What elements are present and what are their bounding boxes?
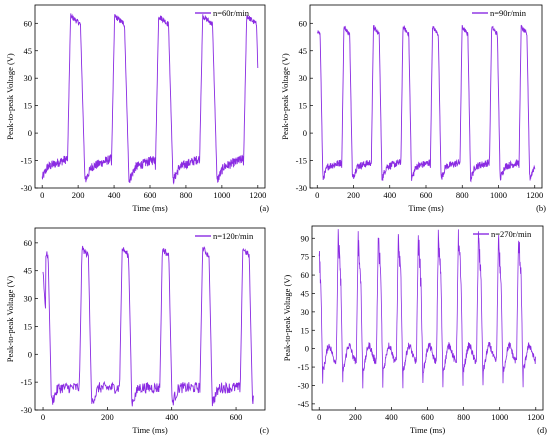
x-axis-label: Time (ms) xyxy=(132,425,168,435)
y-tick-label: 30 xyxy=(301,307,310,317)
legend-label: n=60r/min xyxy=(213,8,250,18)
x-tick-label: 200 xyxy=(347,190,360,200)
y-tick-label: 0 xyxy=(28,349,32,359)
legend: n=120r/min xyxy=(195,231,254,241)
y-tick-label: 15 xyxy=(299,101,308,111)
x-tick-label: 400 xyxy=(165,412,178,422)
x-tick-label: 0 xyxy=(40,190,44,200)
y-tick-label: -30 xyxy=(21,183,32,193)
plot-frame xyxy=(34,227,266,411)
x-tick-label: 400 xyxy=(108,190,121,200)
panel-c: 0 200 400 600 -30 -15 0 15 30 45 60 n=120r/min Tim… xyxy=(5,227,270,435)
y-tick-label: 15 xyxy=(24,101,33,111)
x-tick-label: 0 xyxy=(315,190,319,200)
x-tick-label: 1200 xyxy=(249,190,266,200)
legend-label: n=120r/min xyxy=(213,231,254,241)
panel-tag: (a) xyxy=(260,203,270,213)
x-tick-label: 800 xyxy=(456,190,469,200)
plot-frame xyxy=(311,225,544,411)
x-tick-label: 1200 xyxy=(526,190,543,200)
x-tick-label: 400 xyxy=(385,412,398,422)
y-axis-label: Peak-to-peak Voltage (V) xyxy=(282,275,292,362)
legend: n=270r/min xyxy=(473,229,532,239)
series-line xyxy=(318,229,537,389)
x-tick-label: 1000 xyxy=(213,190,230,200)
y-axis-label: Peak-to-peak Voltage (V) xyxy=(280,53,290,140)
x-tick-label: 200 xyxy=(72,190,85,200)
legend: n=60r/min xyxy=(195,8,250,18)
x-tick-label: 0 xyxy=(317,412,321,422)
series-line xyxy=(316,24,536,183)
legend: n=90r/min xyxy=(472,8,527,18)
x-tick-label: 200 xyxy=(101,412,114,422)
x-axis-label: Time (ms) xyxy=(408,203,444,213)
y-tick-label: 15 xyxy=(301,325,310,335)
y-tick-label: 0 xyxy=(303,128,307,138)
y-tick-label: 15 xyxy=(24,321,33,331)
y-tick-label: 30 xyxy=(299,73,308,83)
y-tick-label: -15 xyxy=(21,156,32,166)
x-tick-label: 1000 xyxy=(490,190,507,200)
x-tick-label: 600 xyxy=(421,412,434,422)
series-line xyxy=(42,245,254,407)
y-axis-label: Peak-to-peak Voltage (V) xyxy=(5,276,15,363)
x-tick-label: 600 xyxy=(420,190,433,200)
y-tick-label: 0 xyxy=(305,344,309,354)
panel-tag: (b) xyxy=(536,203,546,213)
y-tick-label: 45 xyxy=(301,288,310,298)
y-tick-label: 45 xyxy=(24,46,33,56)
y-tick-label: -30 xyxy=(296,183,307,193)
x-tick-label: 400 xyxy=(383,190,396,200)
x-tick-label: 0 xyxy=(41,412,45,422)
x-tick-label: 1200 xyxy=(527,412,544,422)
panel-d: 0 200 400 600 800 1000 1200 -45 -30 -15 0 15 30 45 60 7… xyxy=(282,225,547,435)
y-tick-label: 30 xyxy=(24,73,33,83)
x-tick-label: 1000 xyxy=(491,412,508,422)
x-axis-label: Time (ms) xyxy=(410,425,446,435)
x-tick-label: 600 xyxy=(230,412,243,422)
y-tick-label: -15 xyxy=(298,362,309,372)
ticks: 0 200 400 600 -30 -15 0 15 30 45 60 xyxy=(21,238,243,422)
panel-tag: (c) xyxy=(260,425,270,435)
panel-a: 0 200 400 600 800 1000 1200 -30 -15 0 15 30 45 60 n=6… xyxy=(5,4,270,213)
y-tick-label: 60 xyxy=(24,18,33,28)
x-axis-label: Time (ms) xyxy=(132,203,168,213)
x-tick-label: 800 xyxy=(457,412,470,422)
legend-label: n=90r/min xyxy=(490,8,527,18)
series-line xyxy=(41,13,259,185)
y-tick-label: 60 xyxy=(301,270,310,280)
panel-tag: (d) xyxy=(537,425,547,435)
y-tick-label: 60 xyxy=(24,238,33,248)
y-tick-label: -15 xyxy=(21,377,32,387)
y-tick-label: -15 xyxy=(296,156,307,166)
y-tick-label: 75 xyxy=(301,252,310,262)
x-tick-label: 200 xyxy=(349,412,362,422)
y-tick-label: 0 xyxy=(28,128,32,138)
x-tick-label: 600 xyxy=(144,190,157,200)
y-axis-label: Peak-to-peak Voltage (V) xyxy=(5,53,15,140)
legend-label: n=270r/min xyxy=(491,229,532,239)
y-tick-label: -30 xyxy=(21,405,32,415)
ticks: 0 200 400 600 800 1000 1200 -45 -30 -15 0 15 30 45 60 7… xyxy=(298,233,545,422)
panel-b: 0 200 400 600 800 1000 1200 -30 -15 0 15 30 45 60 n=9… xyxy=(280,4,546,213)
plot-frame xyxy=(309,4,543,189)
y-tick-label: 45 xyxy=(299,46,308,56)
ticks: 0 200 400 600 800 1000 1200 -30 -15 0 15 30 45 60 xyxy=(21,18,267,200)
ticks: 0 200 400 600 800 1000 1200 -30 -15 0 15 30 45 60 xyxy=(296,18,544,200)
y-tick-label: -45 xyxy=(298,399,309,409)
y-tick-label: 30 xyxy=(24,294,33,304)
x-tick-label: 800 xyxy=(180,190,193,200)
y-tick-label: 90 xyxy=(301,233,310,243)
y-tick-label: -30 xyxy=(298,380,309,390)
y-tick-label: 60 xyxy=(299,18,308,28)
y-tick-label: 45 xyxy=(24,266,33,276)
